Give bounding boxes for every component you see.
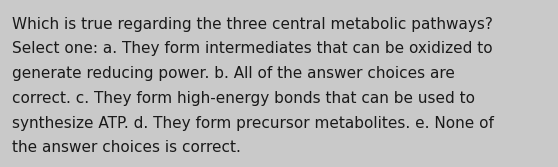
Text: Which is true regarding the three central metabolic pathways?: Which is true regarding the three centra…	[12, 17, 493, 32]
Text: correct. c. They form high-energy bonds that can be used to: correct. c. They form high-energy bonds …	[12, 91, 475, 106]
Text: generate reducing power. b. All of the answer choices are: generate reducing power. b. All of the a…	[12, 66, 455, 81]
Text: synthesize ATP. d. They form precursor metabolites. e. None of: synthesize ATP. d. They form precursor m…	[12, 116, 494, 131]
Text: the answer choices is correct.: the answer choices is correct.	[12, 140, 241, 155]
Text: Select one: a. They form intermediates that can be oxidized to: Select one: a. They form intermediates t…	[12, 41, 493, 56]
